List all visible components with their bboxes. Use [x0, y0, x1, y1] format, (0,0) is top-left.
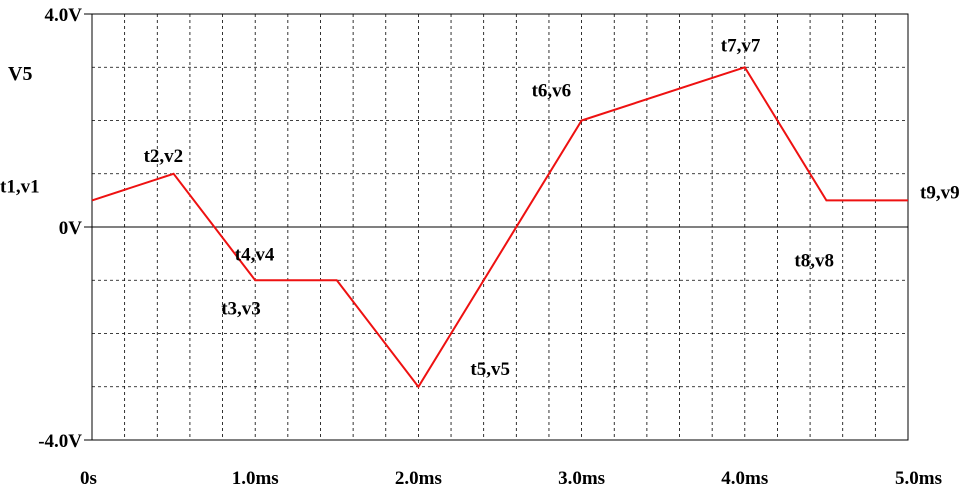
x-tick-labels: 0s 1.0ms 2.0ms 3.0ms 4.0ms 5.0ms [80, 468, 942, 486]
plot-frame [91, 13, 909, 441]
y-tick-label: -4.0V [38, 431, 82, 452]
point-labels: t1,v1 t2,v2 t3,v3 t4,v4 t5,v5 t6,v6 t7,v7 t8,v8… [0, 35, 960, 380]
x-tick-label: 1.0ms [232, 468, 279, 486]
y-tick-label: 0V [59, 218, 83, 239]
x-tick-label: 2.0ms [395, 468, 442, 486]
point-label: t5,v5 [470, 359, 510, 380]
y-axis-label: V5 [8, 63, 32, 85]
series-line [91, 66, 908, 389]
x-tick-label: 0s [80, 468, 97, 486]
point-label: t9,v9 [920, 182, 960, 203]
x-tick-label: 5.0ms [895, 468, 942, 486]
x-tick-label: 3.0ms [558, 468, 605, 486]
point-label: t6,v6 [532, 81, 572, 102]
point-label: t4,v4 [235, 244, 275, 265]
grid [84, 13, 908, 441]
point-label: t2,v2 [144, 146, 184, 167]
point-label: t1,v1 [0, 176, 40, 197]
y-tick-labels: 4.0V 0V -4.0V [38, 5, 82, 452]
point-label: t8,v8 [794, 250, 834, 271]
point-label: t3,v3 [221, 298, 261, 319]
point-label: t7,v7 [721, 35, 761, 56]
x-tick-label: 4.0ms [721, 468, 768, 486]
y-tick-label: 4.0V [45, 5, 83, 26]
